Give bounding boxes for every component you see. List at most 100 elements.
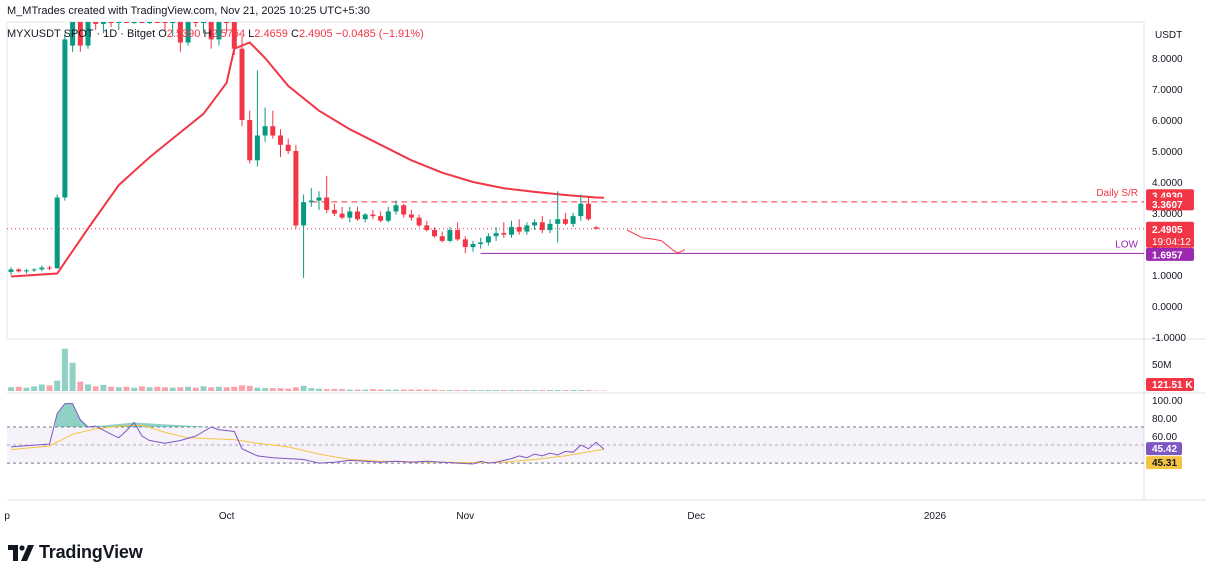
candle-body [362, 214, 368, 220]
candles [8, 22, 599, 279]
candle-body [62, 39, 68, 198]
volume-bar [570, 390, 577, 391]
candle-body [408, 214, 414, 218]
volume-bar [331, 389, 338, 391]
candle-body [385, 211, 391, 221]
volume-bar [15, 386, 22, 391]
volume-bar [292, 387, 299, 391]
candle-body [339, 213, 345, 218]
countdown-tag: 19:04:12 [1152, 237, 1191, 248]
volume-bar [369, 389, 376, 391]
candle-body [293, 151, 299, 226]
volume-bar [208, 387, 215, 391]
candle-body [432, 230, 437, 237]
candle-body [485, 236, 491, 243]
low-value: 2.4659 [254, 28, 288, 40]
volume-last-tag: 121.51 K [1152, 380, 1193, 391]
close-value: 2.4905 [298, 28, 333, 40]
candle-body [355, 211, 360, 220]
volume-bar [23, 387, 30, 391]
candle-body [278, 135, 283, 145]
volume-bar [470, 390, 476, 391]
candle-body [216, 22, 222, 40]
candle-body [162, 22, 168, 23]
price-tick-label: 8.0000 [1152, 54, 1183, 65]
time-axis-labels: p Oct Nov Dec 2026 [4, 511, 946, 522]
candle-body [524, 225, 530, 232]
volume-bar [123, 386, 130, 391]
candle-body [31, 269, 37, 271]
volume-bar [308, 388, 315, 391]
candle-body [177, 22, 183, 43]
tradingview-logo[interactable]: TradingView [8, 542, 143, 563]
candle-body [586, 203, 591, 220]
volume-last-tag-bg [1146, 378, 1194, 391]
volume-bar [38, 384, 45, 391]
candle-body [455, 230, 461, 240]
volume-bar [269, 388, 276, 391]
daily-sr-value-tag-bg [1146, 197, 1194, 211]
level-name-label: LOW [1115, 239, 1138, 250]
volume-bar [215, 386, 222, 391]
volume-bar [254, 387, 261, 391]
chart-credit: M_MTrades created with TradingView.com, … [7, 5, 370, 17]
volume-bar [85, 384, 91, 391]
price-tick-label: 6.0000 [1152, 116, 1183, 127]
candle-body [231, 22, 237, 49]
low-value-tag: 1.6957 [1152, 250, 1183, 261]
candle-body [147, 22, 153, 23]
candle-body [555, 219, 561, 224]
candle-body [270, 126, 276, 136]
volume-bar [285, 388, 292, 391]
volume-bar [54, 380, 61, 391]
candle-body [193, 22, 199, 23]
candle-body [393, 205, 399, 212]
candle-body [316, 197, 322, 201]
volume-bar [223, 387, 230, 391]
volume-bar [231, 386, 238, 391]
candle-body [578, 203, 584, 217]
volume-bar [46, 385, 53, 391]
rsi-band [7, 427, 1144, 464]
level-name-label: Daily S/R [1096, 188, 1138, 199]
volume-bar [262, 388, 269, 391]
volume-bar [61, 348, 68, 391]
candle-body [439, 236, 445, 241]
volume-bar [516, 390, 523, 391]
volume-bar [400, 389, 407, 391]
symbol-legend[interactable]: MYXUSDT SPOT · 1D · Bitget O2.5390 H2.57… [7, 28, 424, 40]
rsi-ma-last-tag-bg [1146, 456, 1182, 470]
tradingview-logo-icon [8, 544, 34, 561]
volume-bar [539, 390, 546, 391]
volume-bar [508, 390, 515, 391]
candle-body [447, 230, 453, 241]
candle-body [416, 217, 422, 226]
daily-sr-value-tag: 3.3607 [1152, 200, 1183, 211]
candle-body [570, 216, 576, 224]
volume-bar [131, 387, 138, 391]
candle-body [154, 22, 160, 23]
candle-body [509, 226, 514, 235]
volume-bar [493, 390, 500, 391]
volume-bar [408, 389, 415, 391]
rsi-last-tag-bg [1146, 442, 1182, 456]
volume-bar [77, 381, 84, 391]
volume-bar [185, 386, 192, 391]
candle-body [108, 22, 114, 23]
low-label: L [248, 28, 255, 40]
candle-body [308, 200, 314, 203]
candle-body [139, 22, 145, 23]
candle-body [85, 22, 91, 46]
candle-body [493, 233, 499, 237]
volume-bar [454, 390, 461, 391]
candle-body [532, 222, 538, 226]
candle-body [501, 233, 507, 235]
price-tick-label: -1.0000 [1152, 333, 1186, 344]
volume-bar [239, 385, 245, 391]
candle-body [562, 219, 568, 224]
projection-line [626, 229, 686, 254]
volume-bar [354, 389, 361, 391]
candle-body [224, 22, 230, 23]
volume-bar [423, 389, 430, 391]
